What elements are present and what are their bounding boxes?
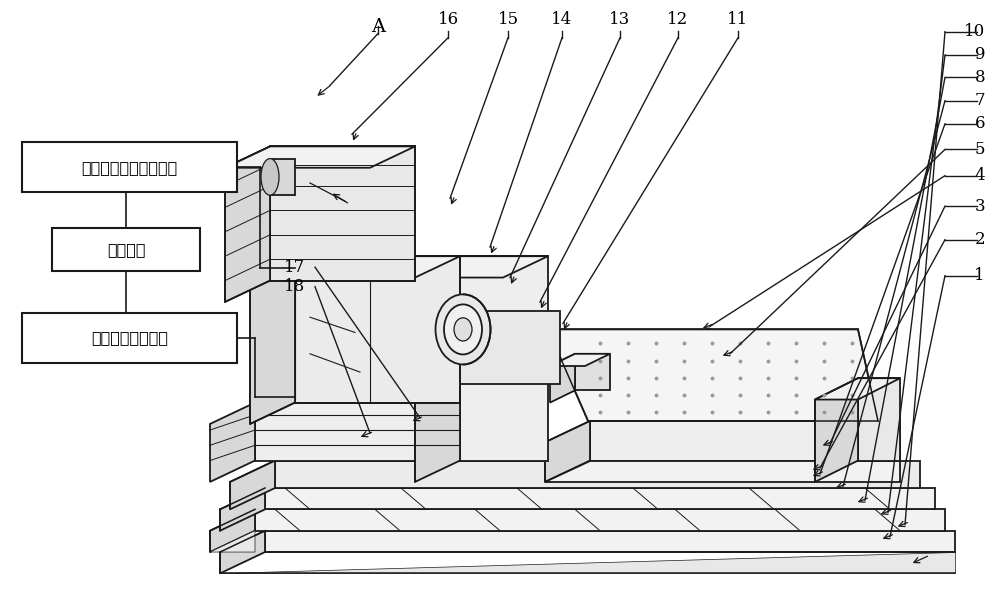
Text: 17: 17: [284, 259, 306, 276]
Polygon shape: [210, 403, 255, 482]
Polygon shape: [590, 421, 900, 461]
Polygon shape: [545, 421, 590, 482]
Polygon shape: [270, 146, 415, 281]
Polygon shape: [550, 354, 575, 403]
Polygon shape: [450, 311, 560, 384]
Polygon shape: [255, 509, 945, 531]
Ellipse shape: [436, 294, 490, 364]
Polygon shape: [545, 461, 900, 482]
Text: 11: 11: [727, 11, 749, 28]
Polygon shape: [295, 256, 460, 403]
Text: 12: 12: [667, 11, 689, 28]
Bar: [52, 228, 200, 271]
Polygon shape: [220, 488, 265, 531]
Text: 3: 3: [974, 198, 985, 215]
Text: 7: 7: [974, 92, 985, 109]
Polygon shape: [815, 378, 858, 482]
Text: 6: 6: [974, 115, 985, 132]
Polygon shape: [550, 354, 610, 366]
Text: 主控制器: 主控制器: [107, 242, 145, 257]
Polygon shape: [575, 354, 610, 390]
Bar: [22, 142, 237, 192]
Ellipse shape: [454, 318, 472, 341]
Polygon shape: [548, 329, 878, 421]
Text: 5: 5: [974, 141, 985, 158]
Text: 10: 10: [964, 23, 985, 40]
Polygon shape: [230, 461, 275, 509]
Text: 9: 9: [974, 46, 985, 63]
Polygon shape: [220, 531, 265, 573]
Polygon shape: [275, 461, 920, 488]
Text: 13: 13: [609, 11, 631, 28]
Polygon shape: [210, 531, 255, 552]
Text: 14: 14: [551, 11, 573, 28]
Polygon shape: [225, 146, 270, 302]
Polygon shape: [410, 311, 450, 403]
Polygon shape: [415, 256, 460, 482]
Ellipse shape: [261, 159, 279, 195]
Text: 18: 18: [284, 278, 306, 295]
Text: 1: 1: [974, 267, 985, 284]
Text: 8: 8: [974, 69, 985, 86]
Polygon shape: [250, 256, 460, 278]
Polygon shape: [220, 552, 955, 573]
Polygon shape: [858, 378, 900, 461]
Polygon shape: [815, 378, 900, 400]
Polygon shape: [265, 488, 935, 509]
Text: 高精度位移检测控制器: 高精度位移检测控制器: [81, 160, 178, 174]
Text: 4: 4: [974, 167, 985, 184]
Polygon shape: [250, 256, 295, 424]
Polygon shape: [270, 159, 295, 195]
Text: 2: 2: [974, 231, 985, 248]
Text: A: A: [371, 18, 385, 37]
Text: 15: 15: [497, 11, 519, 28]
Polygon shape: [460, 256, 548, 461]
Text: 微纳米运动控制器: 微纳米运动控制器: [91, 331, 168, 345]
Polygon shape: [265, 531, 955, 552]
Polygon shape: [415, 256, 548, 278]
Polygon shape: [210, 509, 255, 552]
Polygon shape: [225, 146, 415, 168]
Ellipse shape: [444, 304, 482, 354]
Polygon shape: [255, 403, 460, 461]
Bar: [22, 313, 237, 363]
Text: 16: 16: [437, 11, 459, 28]
